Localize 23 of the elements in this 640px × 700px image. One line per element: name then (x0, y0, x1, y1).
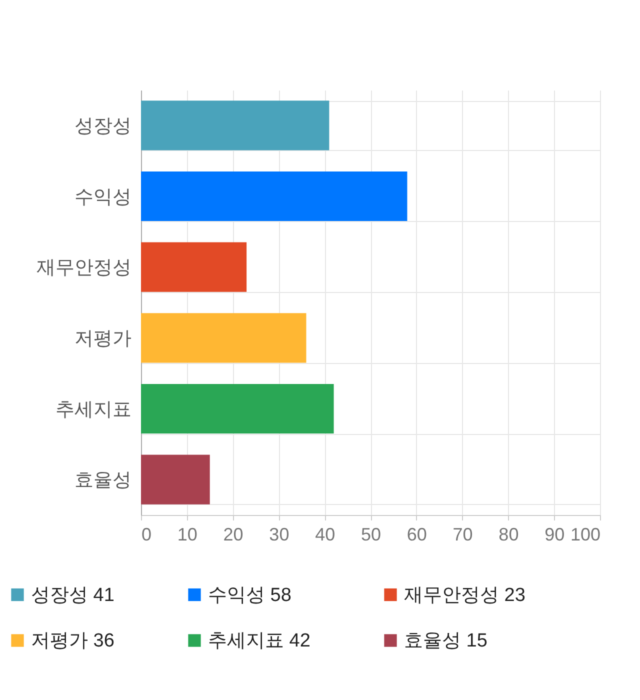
x-tick-label: 90 (544, 524, 565, 544)
x-tick-label: 60 (406, 524, 427, 544)
legend-label: 저평가 36 (31, 630, 114, 652)
x-tick-label: 40 (315, 524, 336, 544)
y-tick-label: 성장성 (74, 116, 132, 137)
x-tick-label: 10 (177, 524, 198, 544)
y-tick-label: 저평가 (74, 328, 132, 350)
x-tick-label: 50 (360, 524, 382, 544)
legend-label: 성장성 41 (31, 584, 114, 606)
x-tick-label: 20 (223, 524, 244, 544)
legend-label: 추세지표 42 (208, 630, 310, 652)
legend-label: 수익성 58 (208, 584, 292, 606)
x-tick-label: 100 (570, 524, 600, 544)
x-tick-label: 30 (269, 524, 290, 544)
y-tick-label: 효율성 (74, 470, 132, 492)
x-tick-label: 70 (452, 524, 473, 544)
x-tick-label: 80 (498, 524, 519, 544)
y-tick-label: 추세지표 (56, 399, 132, 420)
y-tick-label: 재무안정성 (36, 258, 132, 279)
x-tick-label: 0 (142, 524, 152, 544)
legend-label: 재무안정성 23 (404, 584, 526, 606)
y-tick-label: 수익성 (74, 186, 132, 208)
legend-label: 효율성 15 (404, 630, 488, 652)
